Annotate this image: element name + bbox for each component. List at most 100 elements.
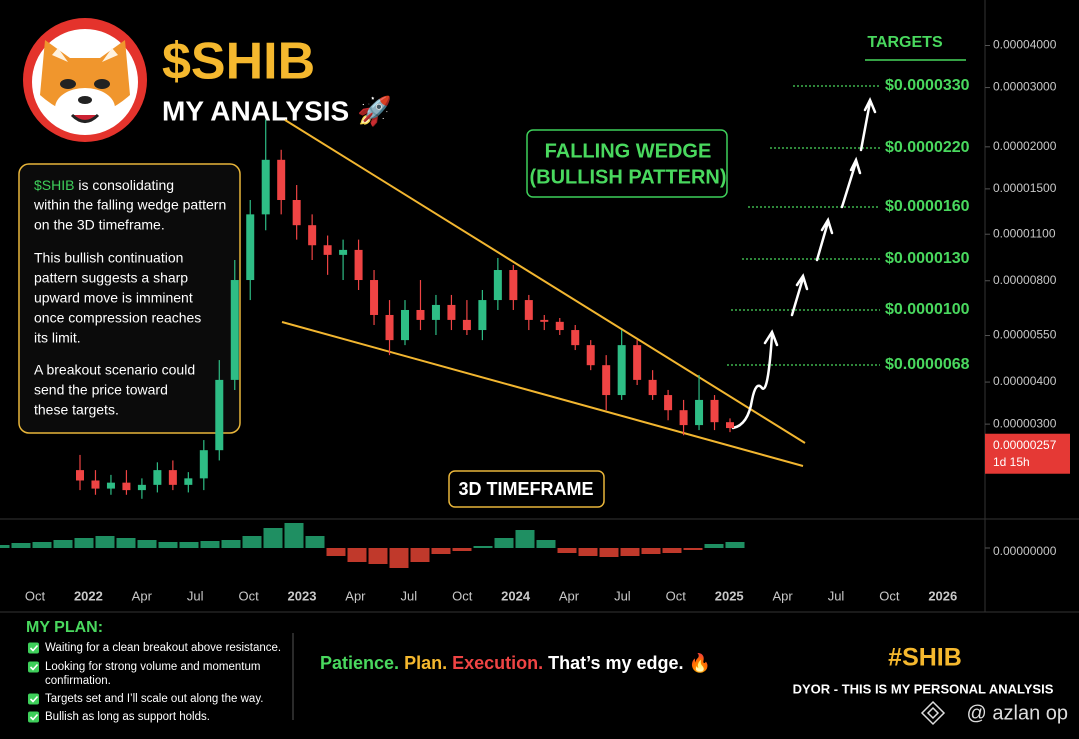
momentum-bar [641,548,661,554]
candle-body [385,314,394,341]
info-line: these targets. [34,402,119,418]
info-line: pattern suggests a sharp [34,270,188,286]
info-line: within the falling wedge pattern [33,197,226,213]
momentum-bar [305,536,325,548]
pattern-label: (BULLISH PATTERN) [529,166,726,188]
slogan-word: Execution. [452,653,543,673]
candle-body [308,225,317,246]
momentum-bar [515,530,535,548]
targets: $0.0000330 $0.0000220 $0.0000160 $0.0000130… [727,77,970,373]
x-tick-label: Oct [666,588,687,603]
momentum-bar [263,528,283,548]
pattern-label: FALLING WEDGE [545,140,712,162]
x-tick-label: Jul [614,588,631,603]
candle-body [199,450,208,479]
momentum-bar [536,540,556,548]
candle-body [122,482,131,491]
plot: 0.00004000 0.00003000 0.00002000 0.00001500… [0,38,1070,603]
info-lines: within the falling wedge pattern on the 3… [33,197,226,418]
check-icon [28,661,39,673]
info-text: is consolidating [74,177,174,193]
candle-body [292,200,301,226]
target-label: $0.0000220 [885,139,970,156]
momentum-bar [53,540,73,548]
candle-body [524,300,533,320]
info-box [18,163,241,434]
y-tick-label: 0.00003000 [993,80,1057,94]
momentum-bar [221,540,241,548]
candle-body [633,345,642,380]
candle-body [555,321,564,331]
candle-body [431,304,440,320]
arrows [731,96,877,430]
x-tick-label: Oct [452,588,473,603]
candle-body [184,478,193,485]
momentum-bar [242,536,262,548]
candle-body [215,379,224,451]
watermark: @ azlan op [967,702,1068,724]
slogan-word: That’s my edge. 🔥 [548,652,711,673]
targets-title: TARGETS [867,34,943,51]
x-tick-label: Apr [132,588,153,603]
info-line: its limit. [34,330,81,346]
candle-body [76,470,84,481]
momentum-bar [0,545,10,548]
info-line: on the 3D timeframe. [34,217,165,233]
target-label: $0.0000100 [885,301,970,318]
plan-item: Bullish as long as support holds. [45,711,210,723]
candle-body [447,304,456,320]
y-tick-label: 0.00000800 [993,273,1057,287]
candle-body [726,422,734,429]
resistance-line [284,119,806,444]
candle-body [401,309,409,341]
momentum-bar [683,548,703,550]
candle-body [617,345,626,396]
candle-body [277,159,286,201]
candle-body [246,214,255,281]
candle-body [710,399,719,423]
momentum-bar [200,541,220,548]
target-label: $0.0000130 [885,250,970,267]
candle-body [586,345,595,366]
info-line: This bullish continuation [34,250,183,266]
target-label: $0.0000160 [885,198,970,215]
candle-body [648,379,657,396]
candle-body [339,249,348,255]
x-tick-label: 2025 [715,588,744,603]
logo [23,18,147,142]
y-tick-label: 0.00000550 [993,328,1057,342]
check-icon [28,642,39,654]
support-line [281,321,804,467]
check-mark [29,644,39,652]
subtitle: MY ANALYSIS 🚀 [162,94,392,127]
pattern-box [526,129,728,198]
target-label: $0.0000330 [885,77,970,94]
title: $SHIB [162,33,315,91]
y-tick-label: 0.00000300 [993,416,1057,430]
slogan-word: Patience. [320,653,399,673]
candle-body [478,300,487,331]
price-tag [985,433,1070,474]
timeframe-label: 3D TIMEFRAME [459,479,594,499]
candle-body [91,480,100,489]
momentum-bar [494,538,514,548]
x-tick-label: Jul [187,588,204,603]
momentum-bar [557,548,577,553]
x-tick-label: Jul [400,588,417,603]
info-line: once compression reaches [34,310,201,326]
check-icon [28,693,39,705]
momentum-bar [620,548,640,556]
candle-body [509,270,518,301]
check-mark [29,713,39,721]
momentum-bar [137,540,157,548]
disclaimer: DYOR - THIS IS MY PERSONAL ANALYSIS [793,681,1054,696]
x-tick-label: 2024 [501,588,531,603]
timeframe-box [448,470,605,508]
plan-item: confirmation. [45,675,111,687]
y-tick-label: 0.00001500 [993,181,1057,195]
price-tag-label: 0.00000257 [993,438,1057,452]
info-line: A breakout scenario could [34,362,195,378]
momentum-bar [662,548,682,553]
x-tick-label: Jul [828,588,845,603]
